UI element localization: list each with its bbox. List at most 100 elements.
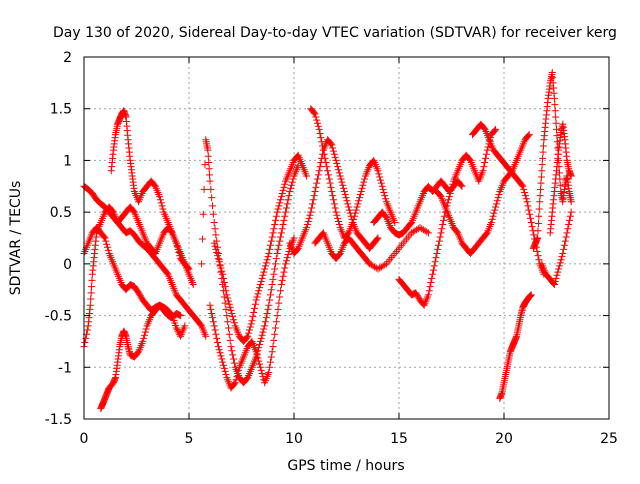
data-point — [314, 119, 322, 127]
data-point — [210, 239, 218, 247]
data-point — [560, 245, 568, 253]
data-point — [313, 116, 321, 124]
data-point — [230, 319, 238, 327]
data-point — [135, 290, 143, 298]
data-point — [257, 334, 265, 342]
data-point — [530, 231, 538, 239]
data-point — [209, 210, 217, 218]
data-point — [412, 289, 420, 297]
data-point — [197, 321, 205, 329]
data-point — [413, 292, 421, 300]
data-point — [429, 270, 437, 278]
data-point — [374, 234, 382, 242]
y-tick-label: 0 — [63, 257, 72, 273]
data-point — [344, 200, 352, 208]
data-point — [307, 208, 315, 216]
data-point — [528, 223, 536, 231]
data-point — [277, 196, 285, 204]
data-point — [208, 310, 216, 318]
data-point — [172, 324, 180, 332]
data-point — [273, 312, 281, 320]
data-point — [214, 252, 222, 260]
data-point — [381, 192, 389, 200]
data-point — [525, 206, 533, 214]
data-point — [212, 231, 220, 239]
data-point — [157, 199, 165, 207]
data-point — [135, 289, 143, 297]
data-point — [534, 220, 542, 228]
data-point — [492, 200, 500, 208]
data-point — [175, 248, 183, 256]
data-point — [494, 194, 502, 202]
data-point — [357, 187, 365, 195]
x-tick-label: 10 — [285, 431, 303, 447]
data-point — [377, 176, 385, 184]
data-point — [270, 336, 278, 344]
data-point — [527, 218, 535, 226]
data-point — [526, 214, 534, 222]
data-point — [208, 194, 216, 202]
data-point — [315, 125, 323, 133]
data-point — [207, 185, 215, 193]
data-point — [217, 264, 225, 272]
data-point — [491, 126, 499, 134]
data-point — [308, 200, 316, 208]
data-point — [539, 148, 547, 156]
data-point — [349, 218, 357, 226]
data-point — [266, 245, 274, 253]
data-point — [277, 193, 285, 201]
y-tick-label: -0.5 — [45, 309, 72, 325]
data-point — [228, 347, 236, 355]
data-point — [331, 153, 339, 161]
x-axis-label: GPS time / hours — [287, 458, 404, 474]
data-point — [340, 187, 348, 195]
data-point — [492, 203, 500, 211]
data-point — [312, 113, 320, 121]
data-point — [173, 242, 181, 250]
data-point — [276, 237, 284, 245]
data-point — [219, 358, 227, 366]
data-point — [198, 260, 206, 268]
data-point — [209, 202, 217, 210]
data-point — [278, 276, 286, 284]
data-point — [490, 209, 498, 217]
data-point — [562, 233, 570, 241]
data-point — [283, 200, 291, 208]
data-point — [261, 322, 269, 330]
data-point — [210, 322, 218, 330]
data-point — [282, 208, 290, 216]
data-point — [264, 253, 272, 261]
data-point — [527, 291, 535, 299]
data-point — [565, 221, 573, 229]
data-point — [273, 250, 281, 258]
data-point — [258, 274, 266, 282]
data-point — [560, 241, 568, 249]
data-point — [262, 259, 270, 267]
data-point — [266, 358, 274, 366]
data-point — [309, 196, 317, 204]
data-point — [172, 239, 180, 247]
data-point — [211, 225, 219, 233]
data-point — [211, 326, 219, 334]
data-point — [556, 181, 564, 189]
data-point — [214, 338, 222, 346]
data-point — [316, 163, 324, 171]
data-point — [285, 192, 293, 200]
data-point — [566, 216, 574, 224]
data-point — [269, 275, 277, 283]
data-point — [293, 245, 301, 253]
data-point — [535, 212, 543, 220]
data-point — [286, 187, 294, 195]
data-point — [206, 171, 214, 179]
data-point — [524, 132, 532, 140]
data-point — [536, 198, 544, 206]
data-point — [338, 178, 346, 186]
data-point — [281, 264, 289, 272]
data-point — [518, 181, 526, 189]
data-point — [288, 178, 296, 186]
data-point — [534, 252, 542, 260]
data-point — [552, 113, 560, 121]
data-point — [209, 314, 217, 322]
data-point — [561, 237, 569, 245]
